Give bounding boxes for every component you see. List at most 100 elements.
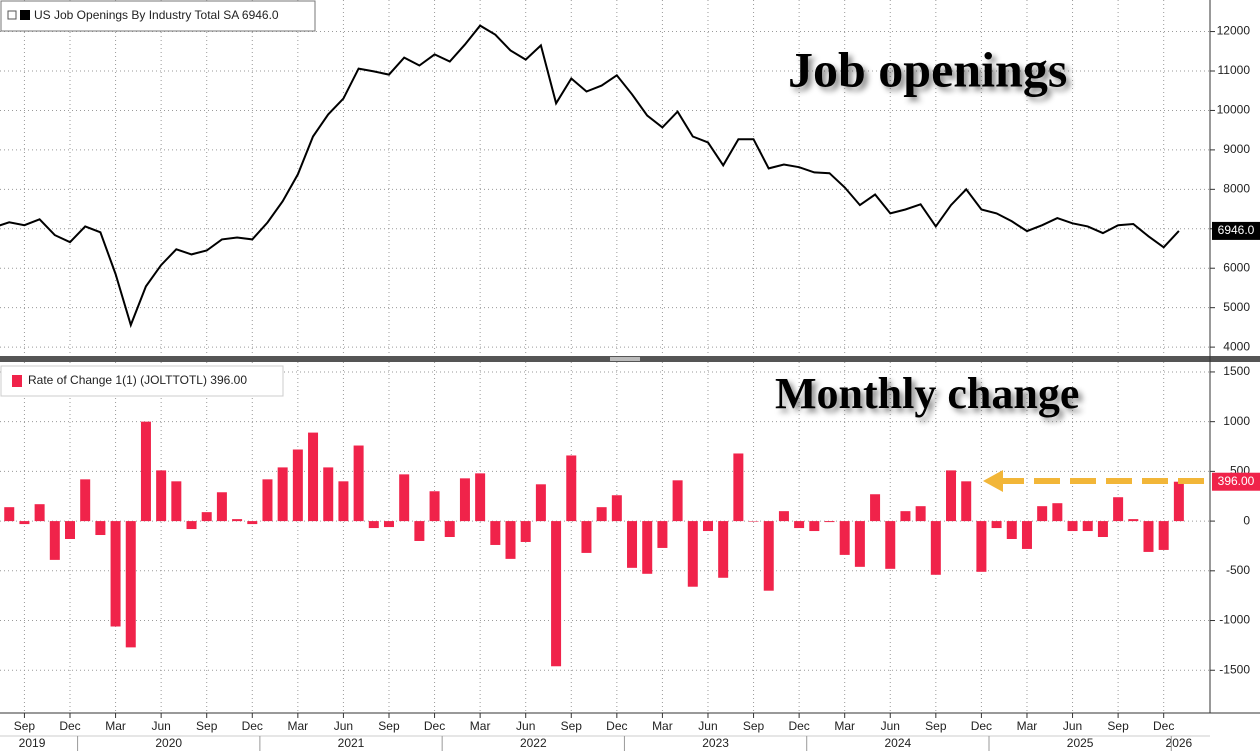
bar bbox=[292, 449, 303, 522]
bar bbox=[778, 511, 789, 522]
bar bbox=[642, 521, 653, 574]
x-tick-label: Jun bbox=[516, 719, 535, 733]
bar bbox=[687, 521, 698, 587]
x-tick-label: Dec bbox=[424, 719, 445, 733]
bar bbox=[809, 521, 820, 532]
last-value-label: 396.00 bbox=[1218, 474, 1255, 488]
bar bbox=[535, 484, 546, 522]
legend-swatch bbox=[12, 375, 22, 387]
x-tick-label: Sep bbox=[14, 719, 36, 733]
bar bbox=[657, 521, 668, 548]
bar bbox=[186, 521, 197, 530]
bar bbox=[702, 521, 713, 532]
x-tick-label: Sep bbox=[925, 719, 947, 733]
bar bbox=[1037, 506, 1048, 522]
bar bbox=[672, 480, 683, 522]
bar bbox=[1082, 521, 1093, 532]
bar bbox=[201, 512, 212, 522]
x-tick-label: Dec bbox=[788, 719, 809, 733]
bar bbox=[110, 521, 121, 627]
bar bbox=[49, 521, 60, 560]
bar bbox=[627, 521, 638, 568]
bar bbox=[1173, 481, 1184, 522]
bar bbox=[216, 492, 227, 522]
legend-box bbox=[0, 365, 284, 397]
bar bbox=[991, 521, 1002, 529]
y-tick-label: -1500 bbox=[1219, 662, 1250, 676]
bar bbox=[475, 473, 486, 522]
x-year-label: 2024 bbox=[885, 736, 912, 750]
bar bbox=[247, 521, 258, 525]
bar bbox=[1113, 497, 1124, 522]
bar bbox=[1128, 519, 1139, 522]
y-tick-label: 12000 bbox=[1217, 24, 1251, 38]
y-tick-label: 8000 bbox=[1223, 182, 1250, 196]
x-tick-label: Jun bbox=[698, 719, 717, 733]
x-tick-label: Dec bbox=[59, 719, 80, 733]
bar bbox=[140, 421, 151, 522]
bar bbox=[459, 478, 470, 522]
bar bbox=[323, 467, 334, 522]
bar bbox=[930, 521, 941, 575]
y-tick-label: -500 bbox=[1226, 563, 1250, 577]
y-tick-label: 0 bbox=[1243, 513, 1250, 527]
y-tick-label: 9000 bbox=[1223, 142, 1250, 156]
y-tick-label: 4000 bbox=[1223, 339, 1250, 353]
bar bbox=[1006, 521, 1017, 539]
bar bbox=[961, 481, 972, 522]
bar bbox=[383, 521, 394, 528]
arrow bbox=[983, 470, 1204, 492]
bar bbox=[429, 491, 440, 522]
bar bbox=[95, 521, 106, 536]
y-tick-label: 10000 bbox=[1217, 103, 1251, 117]
bar bbox=[611, 495, 622, 522]
bar bbox=[232, 519, 243, 522]
bar bbox=[581, 521, 592, 553]
bar bbox=[946, 470, 957, 522]
y-tick-label: 1000 bbox=[1223, 414, 1250, 428]
x-tick-label: Sep bbox=[743, 719, 765, 733]
x-year-label: 2023 bbox=[702, 736, 729, 750]
x-tick-label: Sep bbox=[196, 719, 218, 733]
bar bbox=[368, 521, 379, 529]
y-tick-label: 11000 bbox=[1218, 63, 1251, 77]
bar bbox=[490, 521, 501, 545]
legend-label: US Job Openings By Industry Total SA 694… bbox=[34, 8, 279, 22]
bar bbox=[854, 521, 865, 567]
arrow-head bbox=[983, 470, 1003, 492]
divider-handle bbox=[610, 357, 640, 361]
bar bbox=[353, 445, 364, 522]
bar bbox=[794, 521, 805, 529]
grid-layer bbox=[0, 0, 1210, 713]
last-value-tag bbox=[1212, 472, 1260, 491]
legend: US Job Openings By Industry Total SA 694… bbox=[0, 0, 316, 32]
x-year-label: 2026 bbox=[1166, 736, 1193, 750]
bar bbox=[277, 467, 288, 522]
x-tick-label: Mar bbox=[1017, 719, 1038, 733]
bar bbox=[262, 479, 273, 522]
annotation: Monthly change bbox=[775, 369, 1079, 418]
legend-toggle[interactable] bbox=[7, 10, 17, 20]
bar bbox=[125, 521, 136, 648]
bar bbox=[839, 521, 850, 555]
x-year-label: 2025 bbox=[1067, 736, 1094, 750]
line-series bbox=[0, 24, 1180, 329]
x-year-label: 2019 bbox=[19, 736, 46, 750]
bar bbox=[1143, 521, 1154, 552]
x-year-label: 2020 bbox=[155, 736, 182, 750]
bar bbox=[1067, 521, 1078, 532]
bar bbox=[308, 432, 319, 522]
bar bbox=[34, 504, 45, 522]
bar bbox=[824, 521, 835, 523]
bar bbox=[885, 521, 896, 569]
bar bbox=[900, 511, 911, 522]
legend-swatch bbox=[20, 10, 30, 20]
x-tick-label: Dec bbox=[1153, 719, 1174, 733]
bar bbox=[505, 521, 516, 559]
y-tick-label: 5000 bbox=[1223, 300, 1250, 314]
annotation: Job openings bbox=[788, 41, 1067, 97]
bar bbox=[976, 521, 987, 572]
y-tick-label: 1500 bbox=[1223, 364, 1250, 378]
